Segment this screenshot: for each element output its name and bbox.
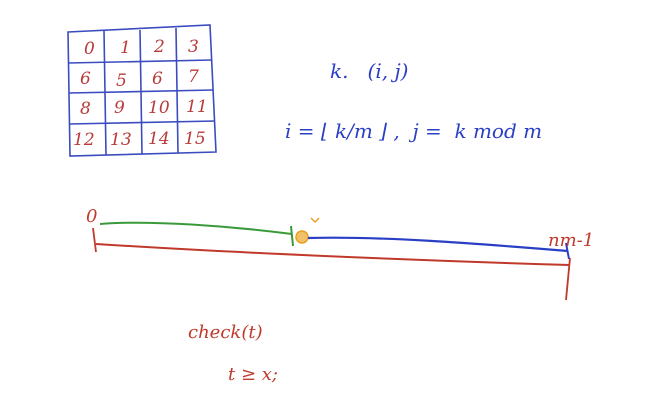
grid-cell: 6 xyxy=(152,69,163,89)
green-segment xyxy=(99,221,293,235)
grid-table xyxy=(67,24,217,157)
check-function-note: check(t) xyxy=(188,322,263,343)
red-full-range xyxy=(95,243,571,266)
grid-cell: 15 xyxy=(184,129,206,149)
timeline-start-tick xyxy=(92,227,97,253)
grid-cell: 10 xyxy=(148,98,170,118)
timeline-end-label: nm-1 xyxy=(548,230,594,251)
grid-cell: 9 xyxy=(114,98,125,118)
index-formula: i = ⌊ k/m ⌋ , j = k mod m xyxy=(285,119,542,143)
k-index-note: k. (i, j) xyxy=(330,59,408,83)
grid-cell: 3 xyxy=(188,37,199,57)
split-marker-caret xyxy=(310,217,320,223)
timeline: 0 nm-1 xyxy=(86,206,594,301)
blue-segment xyxy=(307,236,569,253)
grid-cell: 5 xyxy=(116,71,127,91)
timeline-start-label: 0 xyxy=(86,206,97,227)
green-segment-end-tick xyxy=(290,225,294,247)
grid-cell: 2 xyxy=(153,37,165,57)
grid-cells: 0 1 2 3 6 5 6 7 8 9 10 11 12 13 14 15 xyxy=(73,37,208,150)
grid-cell: 14 xyxy=(148,129,170,149)
grid-col-line-2 xyxy=(139,29,143,155)
grid-cell: 7 xyxy=(188,67,199,87)
split-marker-icon xyxy=(295,230,309,244)
grid-col-line-3 xyxy=(175,27,179,154)
grid-cell: 11 xyxy=(186,97,208,117)
grid-cell: 12 xyxy=(73,130,95,150)
blue-segment-end-tick xyxy=(565,242,570,260)
red-range-end-tick xyxy=(565,257,571,301)
grid-cell: 8 xyxy=(80,99,91,119)
check-condition-note: t ≥ x; xyxy=(228,364,278,385)
grid-cell: 6 xyxy=(80,69,91,89)
grid-cell: 0 xyxy=(84,39,95,59)
grid-border xyxy=(67,24,217,157)
grid-cell: 1 xyxy=(120,38,131,58)
grid-cell: 13 xyxy=(110,130,132,150)
grid-col-line-1 xyxy=(103,30,107,156)
